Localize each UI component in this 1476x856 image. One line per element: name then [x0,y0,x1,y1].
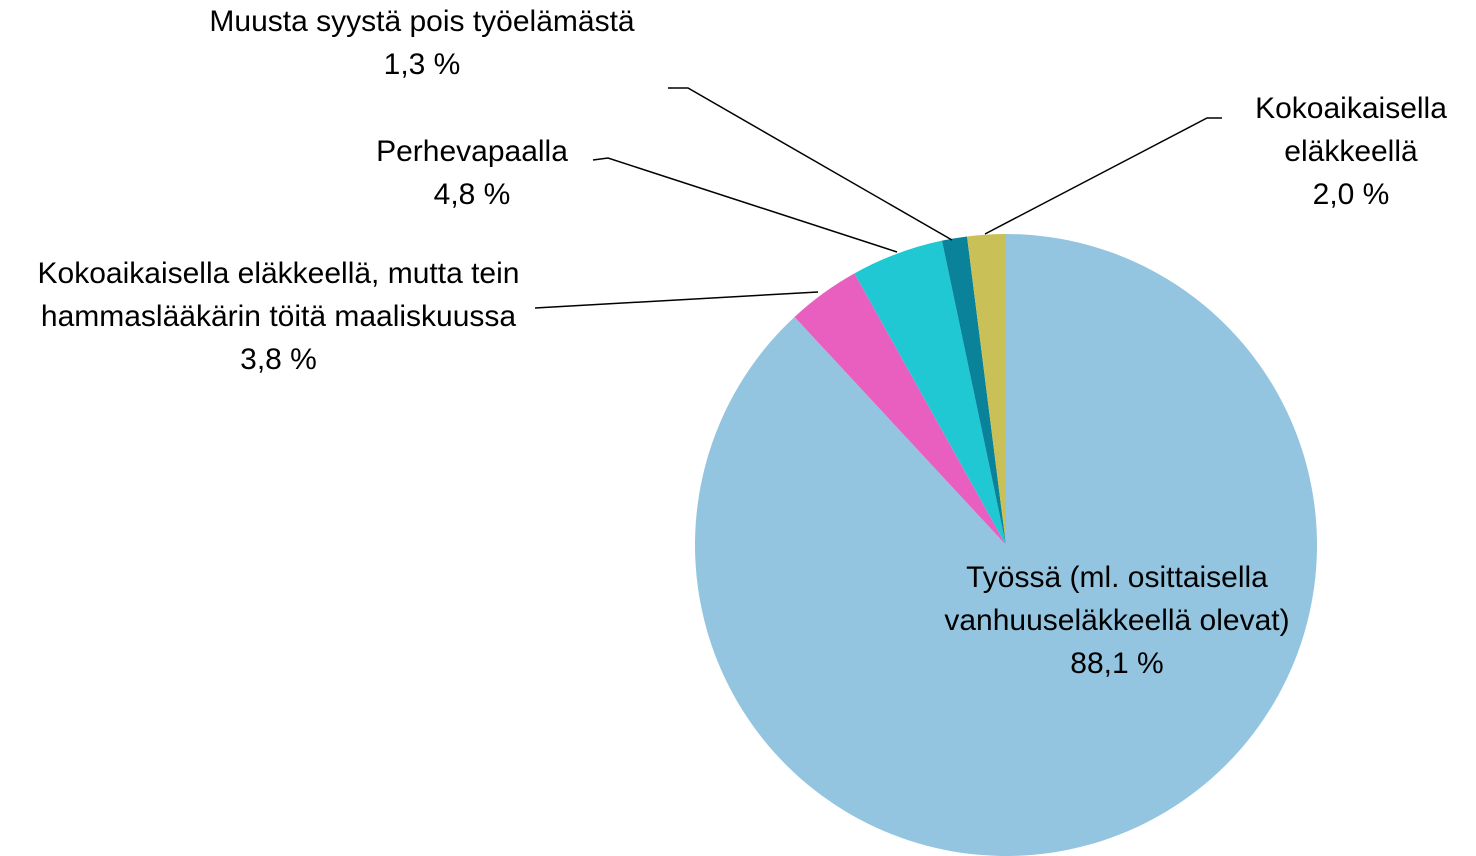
category-label: Kokoaikaisella eläkkeellä [1255,92,1447,168]
value-label: 4,8 % [433,178,511,211]
category-label: Työssä (ml. osittaisella vanhuuseläkkeel… [944,561,1290,637]
value-label: 2,0 % [1312,178,1390,211]
leader-line [534,291,819,309]
pie-slice [941,236,1006,545]
leader-line [668,87,953,241]
pie-slice [695,234,1318,856]
slice-label: Muusta syystä pois työelämästä 1,3 % [142,0,702,86]
category-label: Perhevapaalla [376,135,568,168]
category-label: Muusta syystä pois työelämästä [209,5,635,38]
value-label: 3,8 % [240,343,317,376]
slice-label: Kokoaikaisella eläkkeellä 2,0 % [1226,87,1476,216]
slice-label: Työssä (ml. osittaisella vanhuuseläkkeel… [922,556,1312,685]
category-label: Kokoaikaisella eläkkeellä, mutta tein ha… [37,257,520,333]
pie-slice [794,273,1006,545]
leader-line [592,157,898,253]
pie-slice [967,234,1006,545]
slice-label: Perhevapaalla 4,8 % [322,130,622,216]
pie-slice [854,240,1006,546]
leader-line [984,117,1222,235]
value-label: 1,3 % [383,48,461,81]
value-label: 88,1 % [1070,647,1164,680]
slice-label: Kokoaikaisella eläkkeellä, mutta tein ha… [6,252,551,381]
